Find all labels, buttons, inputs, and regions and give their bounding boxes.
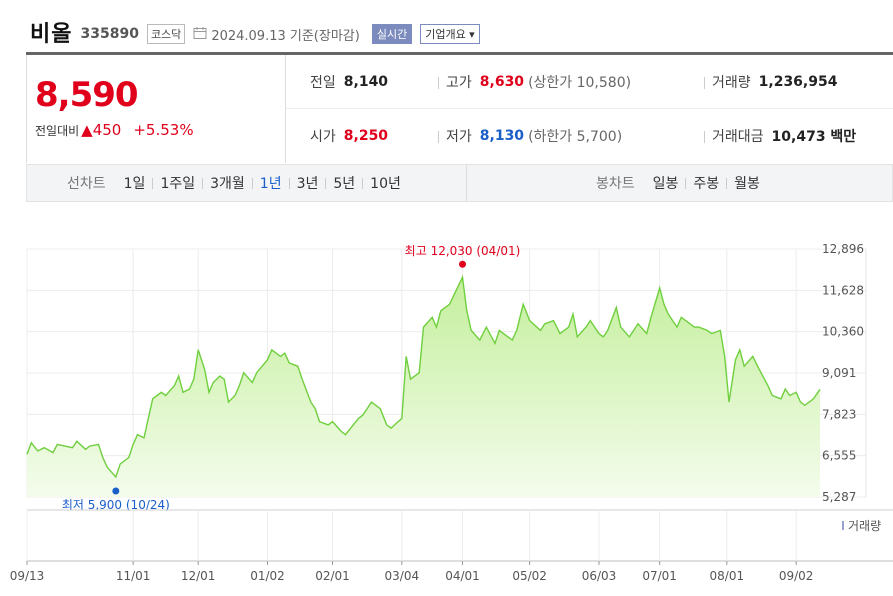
stock-header: 비올 335890 코스닥 2024.09.13 기준(장마감) 실시간 기업개…: [30, 12, 480, 52]
y-tick-label: 10,360: [822, 325, 864, 339]
volume-legend-swatch: [842, 521, 844, 530]
divider: [202, 177, 204, 189]
price-change: 전일대비 ▲ 450 +5.53%: [35, 121, 194, 139]
period-option-3[interactable]: 3개월: [210, 176, 245, 192]
price-line: [26, 274, 821, 479]
period-option-4[interactable]: 1년: [259, 176, 282, 192]
divider: [251, 177, 253, 189]
x-tick-label: 12/01: [181, 569, 216, 583]
prev-close: 전일 8,140: [310, 74, 389, 91]
divider: [152, 177, 154, 189]
volume: 거래량 1,236,954: [712, 74, 838, 91]
period-option-2[interactable]: 1주일: [160, 176, 196, 192]
low-label: 최저 5,900 (10/24): [62, 498, 170, 512]
x-tick-label: 08/01: [710, 569, 745, 583]
change-label: 전일대비: [35, 123, 80, 138]
period-option-6[interactable]: 5년: [333, 176, 356, 192]
divider: [704, 131, 705, 143]
y-tick-label: 9,091: [822, 366, 856, 380]
price-chart: 12,896 11,628 10,360 9,091 7,823 6,555 5,287 최…: [10, 242, 893, 583]
trade-amount: 거래대금 10,473 백만: [712, 129, 857, 145]
candle-option-2[interactable]: 주봉: [693, 176, 720, 192]
period-option-7[interactable]: 10년: [370, 176, 401, 192]
x-tick-label: 01/02: [250, 569, 285, 583]
day-high: 고가 8,630 (상한가 10,580): [446, 74, 632, 91]
divider: [466, 165, 467, 201]
volume-legend: 거래량: [848, 519, 881, 533]
divider: [704, 77, 705, 89]
corp-info-dropdown[interactable]: 기업개요 ▾: [420, 23, 480, 44]
x-tick-label: 05/02: [512, 569, 547, 583]
divider: [362, 177, 364, 189]
line-chart-label: 선차트: [67, 176, 106, 192]
x-tick-label: 09/13: [10, 569, 45, 583]
day-low: 저가 8,130 (하한가 5,700): [446, 128, 623, 145]
open-price: 시가 8,250: [310, 128, 389, 145]
x-tick-label: 09/02: [779, 569, 814, 583]
x-tick-label: 11/01: [116, 569, 151, 583]
calendar-icon: [193, 25, 207, 44]
divider: [438, 77, 439, 89]
x-tick-label: 07/01: [642, 569, 677, 583]
current-price: 8,590: [35, 75, 139, 115]
change-amount: 450: [92, 121, 122, 139]
y-tick-label: 6,555: [822, 449, 856, 463]
header-divider: [26, 52, 893, 55]
divider: [685, 177, 687, 189]
y-tick-label: 12,896: [822, 242, 864, 256]
high-marker: [459, 260, 466, 268]
candle-option-3[interactable]: 월봉: [734, 176, 760, 192]
stock-code: 335890: [80, 26, 139, 42]
period-option-5[interactable]: 3년: [296, 176, 319, 192]
up-arrow-icon: ▲: [81, 121, 93, 139]
y-tick-label: 11,628: [822, 283, 864, 297]
candle-chart-periods: 봉차트 일봉 주봉 월봉: [596, 165, 760, 201]
x-tick-label: 02/01: [315, 569, 350, 583]
stats-row-2: 시가 8,250 저가 8,130 (하한가 5,700) 거래대금 10,47…: [286, 109, 893, 163]
quote-date: 2024.09.13 기준(장마감): [211, 28, 360, 44]
change-percent: +5.53%: [133, 121, 194, 139]
period-option-1[interactable]: 1일: [123, 176, 146, 192]
period-selector: 선차트 1일 1주일 3개월 1년 3년 5년 10년 봉차트 일봉 주봉 월봉: [26, 164, 893, 202]
candle-option-1[interactable]: 일봉: [652, 176, 679, 192]
divider: [726, 177, 728, 189]
price-block: 8,590 전일대비 ▲ 450 +5.53%: [26, 55, 286, 163]
divider: [288, 177, 290, 189]
y-tick-label: 7,823: [822, 407, 856, 421]
line-chart-periods: 선차트 1일 1주일 3개월 1년 3년 5년 10년: [67, 165, 401, 201]
market-badge: 코스닥: [146, 23, 186, 44]
price-area: [27, 277, 820, 497]
realtime-button[interactable]: 실시간: [371, 23, 413, 44]
divider: [438, 131, 439, 143]
high-label: 최고 12,030 (04/01): [405, 244, 521, 258]
y-tick-label: 5,287: [822, 490, 856, 504]
stats-row-1: 전일 8,140 고가 8,630 (상한가 10,580) 거래량 1,236…: [286, 55, 893, 109]
x-tick-label: 03/04: [385, 569, 420, 583]
stock-name: 비올: [30, 22, 73, 47]
divider: [325, 177, 327, 189]
low-marker: [112, 487, 120, 495]
x-tick-label: 04/01: [445, 569, 480, 583]
x-tick-label: 06/03: [582, 569, 617, 583]
stats-table: 전일 8,140 고가 8,630 (상한가 10,580) 거래량 1,236…: [286, 55, 893, 163]
candle-chart-label: 봉차트: [596, 176, 635, 192]
